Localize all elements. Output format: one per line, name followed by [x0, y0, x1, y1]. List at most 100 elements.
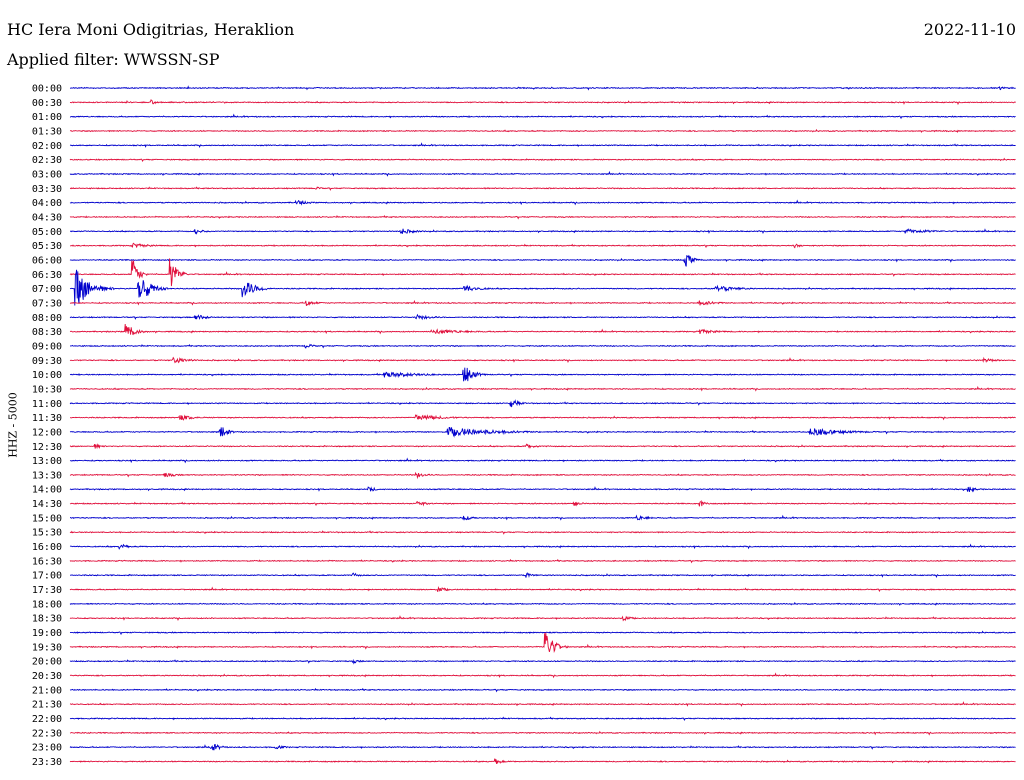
row-time-label: 14:00 — [32, 485, 62, 496]
seismogram-trace-1600 — [69, 543, 1016, 550]
seismogram-trace-0730 — [69, 299, 1016, 306]
seismogram-trace-1400 — [69, 486, 1016, 493]
row-time-label: 08:00 — [32, 313, 62, 324]
seismogram-trace-0930 — [69, 356, 1016, 364]
seismogram-trace-0000 — [69, 85, 1016, 91]
seismogram-trace-0500 — [69, 228, 1016, 235]
row-time-label: 00:30 — [32, 98, 62, 109]
seismogram-trace-2230 — [69, 730, 1016, 736]
seismogram-trace-0900 — [69, 343, 1016, 349]
seismogram-trace-1830 — [69, 615, 1016, 622]
seismogram-trace-0230 — [69, 157, 1016, 163]
row-time-label: 17:30 — [32, 585, 62, 596]
seismogram-trace-0600 — [69, 254, 1016, 267]
row-time-label: 20:30 — [32, 671, 62, 682]
row-time-label: 11:00 — [32, 399, 62, 410]
seismogram-trace-2030 — [69, 672, 1016, 679]
seismogram-trace-0030 — [69, 99, 1016, 106]
row-time-label: 18:30 — [32, 614, 62, 625]
seismogram-trace-2100 — [69, 687, 1016, 693]
station-title: HC Iera Moni Odigitrias, Heraklion — [7, 20, 295, 39]
row-time-label: 15:00 — [32, 513, 62, 524]
seismogram-trace-2130 — [69, 701, 1016, 707]
seismogram-trace-1930 — [69, 632, 1016, 653]
seismogram-trace-2300 — [69, 743, 1016, 751]
row-time-label: 09:00 — [32, 341, 62, 352]
seismogram-trace-0630 — [69, 258, 1016, 287]
seismogram-trace-1500 — [69, 514, 1016, 521]
seismogram-trace-1900 — [69, 630, 1016, 636]
row-time-label: 18:00 — [32, 599, 62, 610]
seismogram-trace-0130 — [69, 128, 1016, 133]
row-time-label: 04:30 — [32, 212, 62, 223]
row-time-label: 00:00 — [32, 84, 62, 95]
seismogram-trace-0330 — [69, 186, 1016, 191]
seismogram-trace-0430 — [69, 214, 1016, 220]
seismogram-trace-1730 — [69, 585, 1016, 593]
row-time-label: 07:30 — [32, 298, 62, 309]
row-time-label: 14:30 — [32, 499, 62, 510]
row-time-label: 03:30 — [32, 184, 62, 195]
row-time-label: 16:30 — [32, 556, 62, 567]
seismogram-trace-0830 — [69, 324, 1016, 336]
seismogram-trace-2000 — [69, 658, 1016, 665]
seismogram-trace-0400 — [69, 199, 1016, 206]
seismogram-traces — [69, 85, 1016, 765]
seismogram-trace-2200 — [69, 716, 1016, 722]
row-time-label: 23:00 — [32, 743, 62, 754]
row-time-label: 16:00 — [32, 542, 62, 553]
seismogram-trace-2330 — [69, 758, 1016, 765]
row-time-label: 10:30 — [32, 384, 62, 395]
row-time-label: 21:30 — [32, 700, 62, 711]
date-label: 2022-11-10 — [923, 20, 1016, 39]
filter-subtitle: Applied filter: WWSSN-SP — [7, 50, 220, 69]
row-time-label: 08:30 — [32, 327, 62, 338]
row-time-label: 12:00 — [32, 427, 62, 438]
seismogram-trace-1700 — [70, 572, 1016, 578]
row-time-label: 01:30 — [32, 126, 62, 137]
row-time-label: 22:30 — [32, 728, 62, 739]
row-time-label: 06:30 — [32, 270, 62, 281]
seismogram-trace-1230 — [69, 443, 1016, 450]
seismogram-trace-1430 — [69, 500, 1016, 507]
row-time-label: 12:30 — [32, 442, 62, 453]
row-time-label: 22:00 — [32, 714, 62, 725]
row-time-label: 11:30 — [32, 413, 62, 424]
row-time-label: 05:30 — [32, 241, 62, 252]
row-time-labels: 00:00 00:30 01:00 01:30 02:00 02:30 03:00 03:30… — [32, 84, 62, 769]
seismogram-trace-0700 — [69, 269, 1016, 306]
row-time-label: 19:30 — [32, 642, 62, 653]
seismogram-trace-1800 — [69, 601, 1016, 606]
row-time-label: 13:00 — [32, 456, 62, 467]
row-time-label: 19:00 — [32, 628, 62, 639]
row-time-label: 04:00 — [32, 198, 62, 209]
row-time-label: 06:00 — [32, 255, 62, 266]
seismogram-trace-1130 — [69, 414, 1016, 421]
seismogram-trace-1030 — [69, 385, 1016, 392]
seismogram-trace-1530 — [69, 530, 1016, 535]
row-time-label: 10:00 — [32, 370, 62, 381]
row-time-label: 23:30 — [32, 757, 62, 768]
row-time-label: 02:00 — [32, 141, 62, 152]
row-time-label: 02:30 — [32, 155, 62, 166]
row-time-label: 13:30 — [32, 470, 62, 481]
row-time-label: 01:00 — [32, 112, 62, 123]
seismogram-trace-1630 — [69, 558, 1016, 564]
seismogram-trace-1200 — [69, 427, 1016, 438]
row-time-label: 03:00 — [32, 169, 62, 180]
seismogram-trace-0100 — [69, 113, 1016, 120]
seismogram-trace-0800 — [69, 313, 1016, 321]
seismogram-trace-1100 — [69, 399, 1016, 408]
seismogram-trace-0200 — [69, 142, 1016, 149]
seismogram-trace-1300 — [69, 457, 1016, 464]
row-time-label: 07:00 — [32, 284, 62, 295]
seismogram-trace-0530 — [69, 242, 1016, 249]
row-time-label: 05:00 — [32, 227, 62, 238]
row-time-label: 09:30 — [32, 356, 62, 367]
row-time-label: 17:00 — [32, 571, 62, 582]
row-time-label: 15:30 — [32, 528, 62, 539]
row-time-label: 20:00 — [32, 657, 62, 668]
seismogram-trace-0300 — [69, 170, 1016, 177]
seismogram-trace-1330 — [69, 471, 1016, 480]
